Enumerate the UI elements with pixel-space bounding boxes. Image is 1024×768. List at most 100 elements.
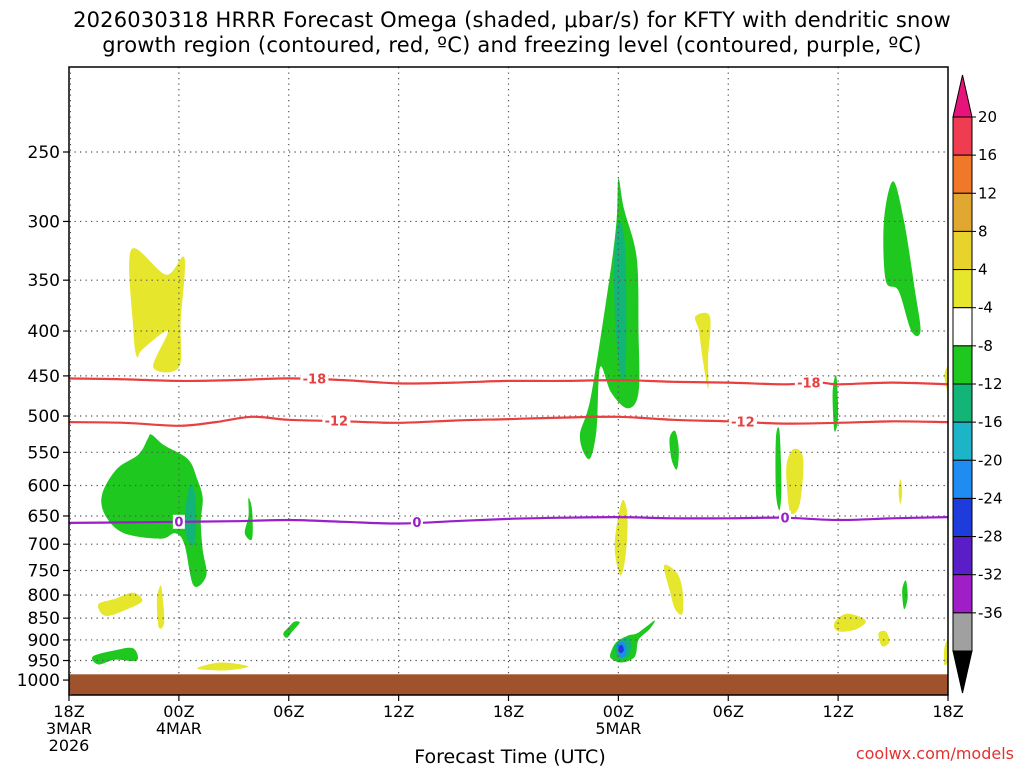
colorbar-label: -20 bbox=[978, 451, 1003, 469]
y-tick-label: 450 bbox=[28, 367, 60, 387]
colorbar-bottom-arrow bbox=[952, 650, 973, 694]
contour-label-bg bbox=[300, 372, 329, 387]
x-tick-label: 00Z bbox=[163, 702, 194, 721]
omega-region bbox=[663, 564, 684, 615]
chart-title-line1: 2026030318 HRRR Forecast Omega (shaded, … bbox=[73, 8, 951, 32]
y-tick-label: 600 bbox=[28, 476, 60, 496]
colorbar-bin bbox=[952, 154, 973, 194]
y-tick-label: 500 bbox=[28, 407, 60, 427]
omega-region bbox=[184, 484, 197, 546]
omega-region bbox=[944, 366, 948, 393]
x-tick-label: 4MAR bbox=[156, 719, 202, 738]
y-tick-label: 800 bbox=[28, 586, 60, 606]
contour-label-bg bbox=[779, 510, 792, 525]
colorbar-bin bbox=[952, 383, 973, 423]
colorbar-label: -16 bbox=[978, 413, 1003, 431]
y-tick-label: 300 bbox=[28, 212, 60, 232]
omega-region bbox=[91, 647, 139, 665]
x-tick-label: 5MAR bbox=[595, 719, 641, 738]
omega-region bbox=[101, 434, 207, 587]
chart-title: 2026030318 HRRR Forecast Omega (shaded, … bbox=[0, 8, 1024, 58]
colorbar-label: 20 bbox=[978, 108, 997, 126]
y-tick-label: 900 bbox=[28, 631, 60, 651]
chart-title-line2: growth region (contoured, red, ºC) and f… bbox=[102, 33, 922, 57]
x-tick-label: 3MAR bbox=[46, 719, 92, 738]
contour-label: -18 bbox=[797, 377, 821, 392]
contours: -18 -18 -12 -12 0 0 0 bbox=[69, 372, 948, 531]
x-tick-label: 12Z bbox=[822, 702, 853, 721]
omega-region bbox=[786, 448, 804, 515]
omega-region bbox=[244, 497, 253, 541]
contour-label: 0 bbox=[412, 516, 421, 531]
colorbar-bin bbox=[952, 230, 973, 271]
colorbar-label: -28 bbox=[978, 528, 1003, 546]
colorbar-bin bbox=[952, 574, 973, 614]
x-tick-label: 18Z bbox=[932, 702, 963, 721]
colorbar-bin bbox=[952, 269, 973, 309]
credit-link[interactable]: coolwx.com/models bbox=[855, 744, 1014, 763]
colorbar-label: -32 bbox=[978, 566, 1003, 584]
x-tick-label: 06Z bbox=[713, 702, 744, 721]
colorbar-label: -8 bbox=[978, 337, 993, 355]
x-axis-title: Forecast Time (UTC) bbox=[414, 746, 606, 768]
colorbar-bin bbox=[952, 345, 973, 385]
colorbar-top-arrow bbox=[952, 74, 973, 118]
colorbar-bin bbox=[952, 536, 973, 576]
x-tick-label: 18Z bbox=[53, 702, 84, 721]
plot-area: -18 -18 -12 -12 0 0 0 250 300 350 400 450 500 550 600 6… bbox=[17, 66, 964, 755]
y-tick-label: 650 bbox=[28, 507, 60, 527]
omega-region bbox=[902, 580, 908, 610]
x-tick-label: 18Z bbox=[493, 702, 524, 721]
colorbar-label: -36 bbox=[978, 604, 1003, 622]
x-tick-label: 06Z bbox=[273, 702, 304, 721]
colorbar-bin bbox=[952, 192, 973, 232]
contour-label: -12 bbox=[731, 415, 755, 430]
colorbar-bin bbox=[952, 459, 973, 499]
omega-region bbox=[156, 585, 165, 629]
colorbar-label: -12 bbox=[978, 375, 1003, 393]
y-tick-label: 550 bbox=[28, 443, 60, 463]
contour-label: 0 bbox=[780, 511, 789, 526]
colorbar-bin bbox=[952, 421, 973, 461]
x-tick-label: 2026 bbox=[49, 736, 90, 755]
x-tick-label: 12Z bbox=[383, 702, 414, 721]
omega-region bbox=[669, 430, 679, 470]
omega-region bbox=[833, 613, 866, 632]
contour-label-bg bbox=[794, 376, 823, 391]
omega-region bbox=[97, 592, 143, 616]
contour-label-bg bbox=[410, 515, 423, 530]
contour-label: -18 bbox=[303, 373, 327, 388]
colorbar-bin bbox=[952, 307, 973, 347]
omega-region bbox=[878, 630, 890, 647]
colorbar: 20 16 12 8 4 -4 -8 -12 -16 -20 -24 -28 -32 -36 bbox=[952, 74, 1003, 694]
y-tick-label: 400 bbox=[28, 322, 60, 342]
omega-region bbox=[943, 639, 948, 666]
colorbar-label: 4 bbox=[978, 261, 988, 279]
y-tick-label: 350 bbox=[28, 271, 60, 291]
terrain-ground bbox=[69, 674, 948, 695]
omega-region bbox=[129, 248, 186, 373]
contour-label: -12 bbox=[325, 415, 349, 430]
omega-region bbox=[283, 621, 300, 638]
colorbar-label: 16 bbox=[978, 146, 997, 164]
omega-region bbox=[614, 221, 627, 381]
x-tick-label: 00Z bbox=[603, 702, 634, 721]
colorbar-bin bbox=[952, 497, 973, 538]
omega-region bbox=[197, 662, 249, 671]
colorbar-bin bbox=[952, 612, 973, 652]
y-tick-label: 850 bbox=[28, 609, 60, 629]
omega-region bbox=[832, 375, 839, 432]
contour-line-0 bbox=[69, 515, 948, 525]
y-tick-label: 950 bbox=[28, 652, 60, 672]
colorbar-label: -4 bbox=[978, 299, 993, 317]
contour-label: 0 bbox=[174, 515, 183, 530]
colorbar-label: 12 bbox=[978, 184, 997, 202]
colorbar-label: -24 bbox=[978, 489, 1003, 507]
contour-line-minus12 bbox=[69, 415, 948, 427]
colorbar-label: 8 bbox=[978, 222, 988, 240]
y-tick-label: 1000 bbox=[17, 671, 60, 691]
y-tick-label: 750 bbox=[28, 561, 60, 581]
omega-region bbox=[618, 644, 624, 654]
